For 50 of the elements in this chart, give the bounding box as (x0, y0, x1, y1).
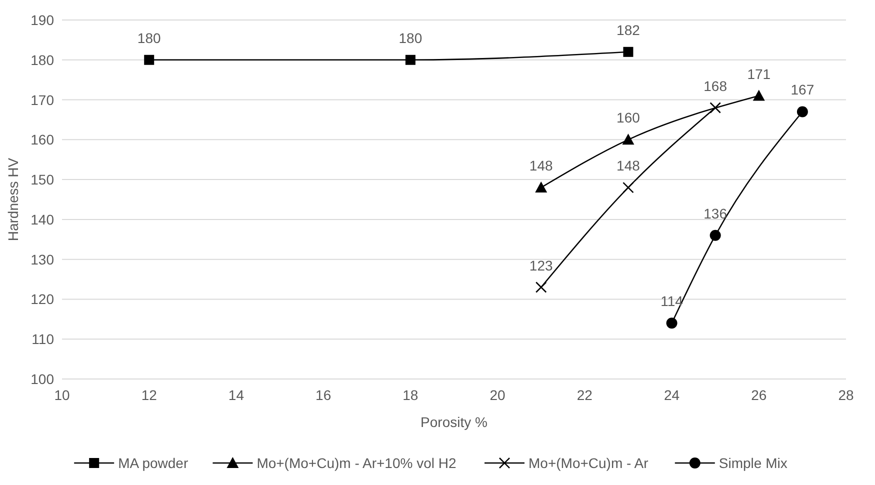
x-tick-label: 24 (664, 387, 680, 403)
x-tick-label: 26 (751, 387, 767, 403)
point (535, 182, 548, 193)
data-label: 167 (790, 82, 814, 98)
y-tick-label: 190 (30, 12, 54, 28)
y-tick-label: 120 (30, 291, 54, 308)
data-label: 148 (529, 158, 554, 174)
y-tick-label: 180 (30, 52, 54, 68)
point (623, 46, 634, 57)
x-tick-label: 16 (316, 387, 332, 403)
data-label: 148 (616, 158, 640, 174)
legend-label: Mo+(Mo+Cu)m - Ar (528, 455, 649, 471)
point (666, 318, 678, 329)
point (752, 90, 765, 101)
data-label: 114 (660, 293, 684, 310)
point (622, 134, 634, 145)
y-axis-title: Hardness HV (5, 157, 21, 242)
legend-label: MA powder (118, 455, 188, 471)
y-tick-label: 170 (30, 92, 54, 108)
x-tick-label: 18 (402, 387, 418, 403)
point (710, 230, 721, 241)
point (796, 106, 808, 118)
x-tick-label: 22 (576, 387, 593, 403)
legend-label: Simple Mix (718, 455, 788, 471)
data-label: 180 (398, 30, 422, 46)
point (535, 282, 547, 293)
x-tick-label: 14 (228, 387, 244, 403)
y-tick-label: 160 (30, 132, 54, 148)
data-label: 136 (704, 205, 728, 222)
point (622, 182, 634, 194)
y-tick-label: 130 (30, 251, 54, 268)
y-tick-label: 100 (30, 371, 54, 387)
x-tick-label: 28 (838, 387, 854, 403)
legend-label: Mo+(Mo+Cu)m - Ar+10% vol H2 (256, 455, 456, 471)
point (144, 54, 154, 65)
data-label: 182 (616, 22, 640, 38)
x-tick-label: 20 (490, 387, 506, 403)
x-tick-label: 10 (54, 387, 70, 403)
point (405, 54, 416, 65)
data-label: 160 (616, 110, 640, 126)
x-tick-label: 12 (141, 387, 158, 403)
data-label: 171 (747, 66, 771, 82)
data-label: 168 (704, 78, 728, 94)
y-tick-label: 150 (30, 172, 54, 188)
y-tick-label: 110 (32, 331, 54, 348)
data-label: 123 (529, 257, 554, 274)
data-label: 180 (137, 30, 162, 46)
y-tick-label: 140 (30, 211, 54, 228)
point (710, 102, 721, 114)
x-axis-title: Porosity % (420, 414, 488, 430)
